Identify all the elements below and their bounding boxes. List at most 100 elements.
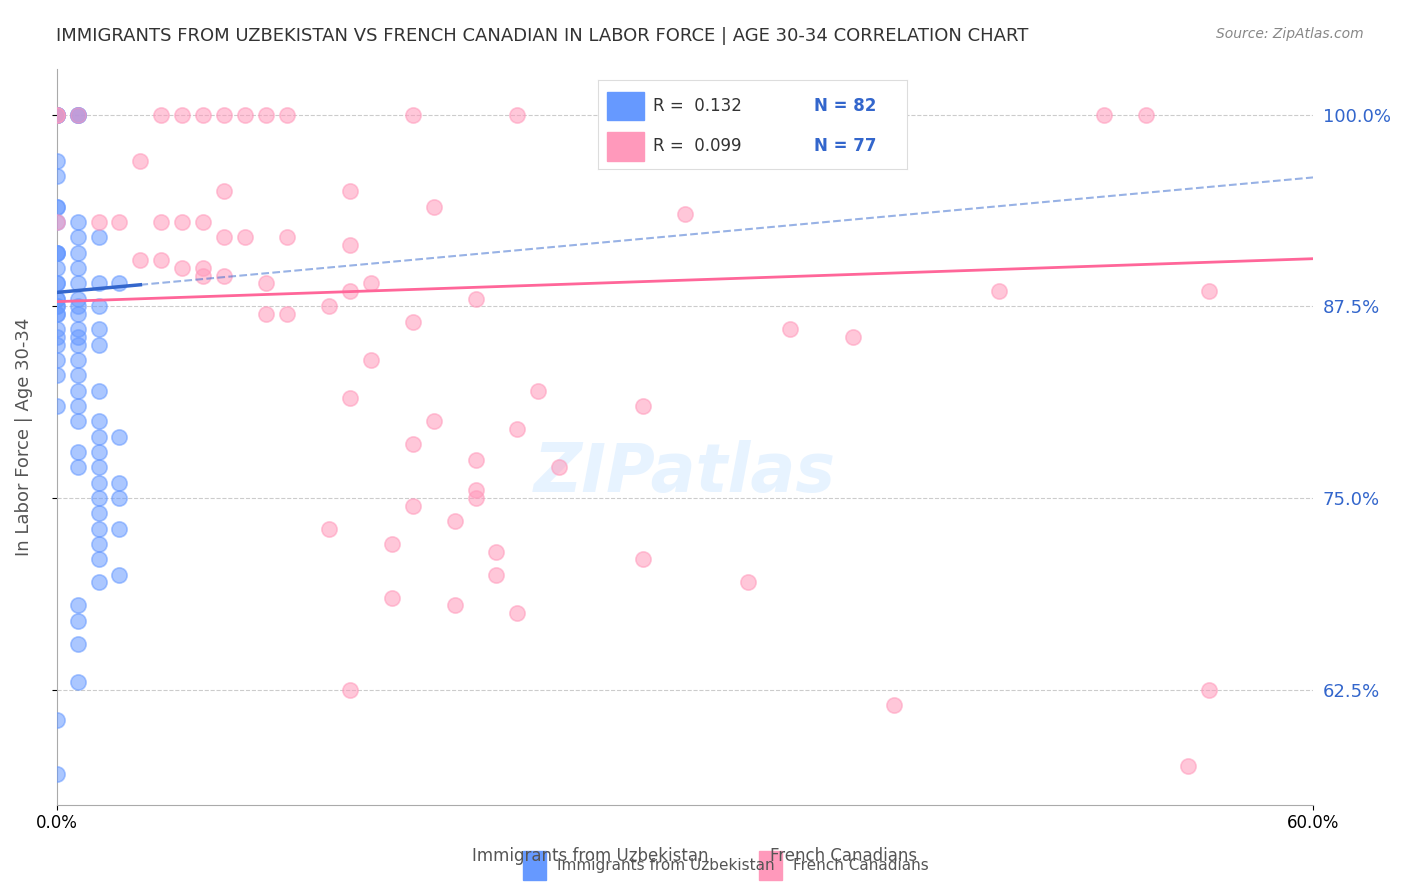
- Point: [45, 169, 67, 183]
- Point: [66, 337, 89, 351]
- Point: [527, 384, 550, 398]
- Point: [87, 552, 110, 566]
- Point: [45, 107, 67, 121]
- Point: [87, 475, 110, 490]
- Point: [45, 107, 67, 121]
- Point: [1135, 107, 1157, 121]
- Point: [631, 399, 654, 413]
- Point: [66, 675, 89, 690]
- Point: [485, 567, 508, 582]
- Point: [402, 499, 425, 513]
- Point: [150, 215, 173, 229]
- Point: [45, 107, 67, 121]
- Point: [339, 682, 361, 697]
- Point: [254, 107, 277, 121]
- Point: [45, 153, 67, 168]
- Text: French Canadians: French Canadians: [770, 847, 917, 865]
- Point: [45, 107, 67, 121]
- Point: [87, 414, 110, 428]
- Point: [66, 614, 89, 628]
- Point: [45, 200, 67, 214]
- Point: [66, 215, 89, 229]
- Point: [45, 399, 67, 413]
- Point: [108, 429, 131, 443]
- Point: [254, 307, 277, 321]
- Point: [318, 299, 340, 313]
- Point: [45, 107, 67, 121]
- Point: [631, 552, 654, 566]
- Text: N = 82: N = 82: [814, 97, 876, 115]
- Point: [402, 107, 425, 121]
- Point: [779, 322, 801, 336]
- Point: [66, 299, 89, 313]
- Point: [506, 107, 529, 121]
- Point: [422, 200, 444, 214]
- Point: [422, 414, 444, 428]
- Point: [212, 268, 235, 283]
- Point: [87, 537, 110, 551]
- Point: [87, 506, 110, 520]
- Point: [172, 107, 194, 121]
- Point: [87, 384, 110, 398]
- Point: [193, 268, 215, 283]
- Point: [339, 184, 361, 198]
- Point: [381, 537, 404, 551]
- Point: [45, 215, 67, 229]
- Point: [464, 292, 486, 306]
- Bar: [523, 851, 546, 880]
- Point: [45, 368, 67, 383]
- Point: [150, 107, 173, 121]
- Point: [737, 575, 759, 590]
- Point: [45, 292, 67, 306]
- Point: [45, 107, 67, 121]
- Point: [87, 277, 110, 291]
- Point: [45, 330, 67, 344]
- Point: [66, 322, 89, 336]
- Text: N = 77: N = 77: [814, 137, 876, 155]
- Text: Immigrants from Uzbekistan: Immigrants from Uzbekistan: [472, 847, 709, 865]
- Point: [172, 260, 194, 275]
- Point: [45, 200, 67, 214]
- Bar: [759, 851, 782, 880]
- Point: [1198, 682, 1220, 697]
- Point: [883, 698, 905, 712]
- Point: [66, 445, 89, 459]
- Point: [45, 277, 67, 291]
- Point: [464, 452, 486, 467]
- Point: [66, 414, 89, 428]
- FancyBboxPatch shape: [607, 132, 644, 161]
- Point: [506, 606, 529, 620]
- Point: [66, 637, 89, 651]
- Point: [87, 460, 110, 475]
- Point: [1198, 284, 1220, 298]
- Point: [45, 245, 67, 260]
- Point: [402, 315, 425, 329]
- Point: [87, 299, 110, 313]
- Text: R =  0.132: R = 0.132: [654, 97, 742, 115]
- Point: [443, 599, 465, 613]
- Point: [254, 277, 277, 291]
- Point: [66, 292, 89, 306]
- Point: [45, 352, 67, 367]
- Point: [150, 253, 173, 268]
- Point: [45, 215, 67, 229]
- Point: [45, 107, 67, 121]
- Point: [66, 368, 89, 383]
- Point: [339, 238, 361, 252]
- Point: [233, 230, 256, 244]
- Point: [66, 107, 89, 121]
- Text: Immigrants from Uzbekistan: Immigrants from Uzbekistan: [557, 858, 775, 872]
- Point: [212, 230, 235, 244]
- Point: [108, 277, 131, 291]
- Point: [87, 230, 110, 244]
- Point: [673, 207, 696, 221]
- Point: [193, 260, 215, 275]
- Point: [66, 107, 89, 121]
- Point: [87, 491, 110, 505]
- Point: [45, 277, 67, 291]
- Point: [45, 767, 67, 781]
- Point: [129, 253, 152, 268]
- Point: [87, 215, 110, 229]
- Point: [129, 153, 152, 168]
- Point: [45, 292, 67, 306]
